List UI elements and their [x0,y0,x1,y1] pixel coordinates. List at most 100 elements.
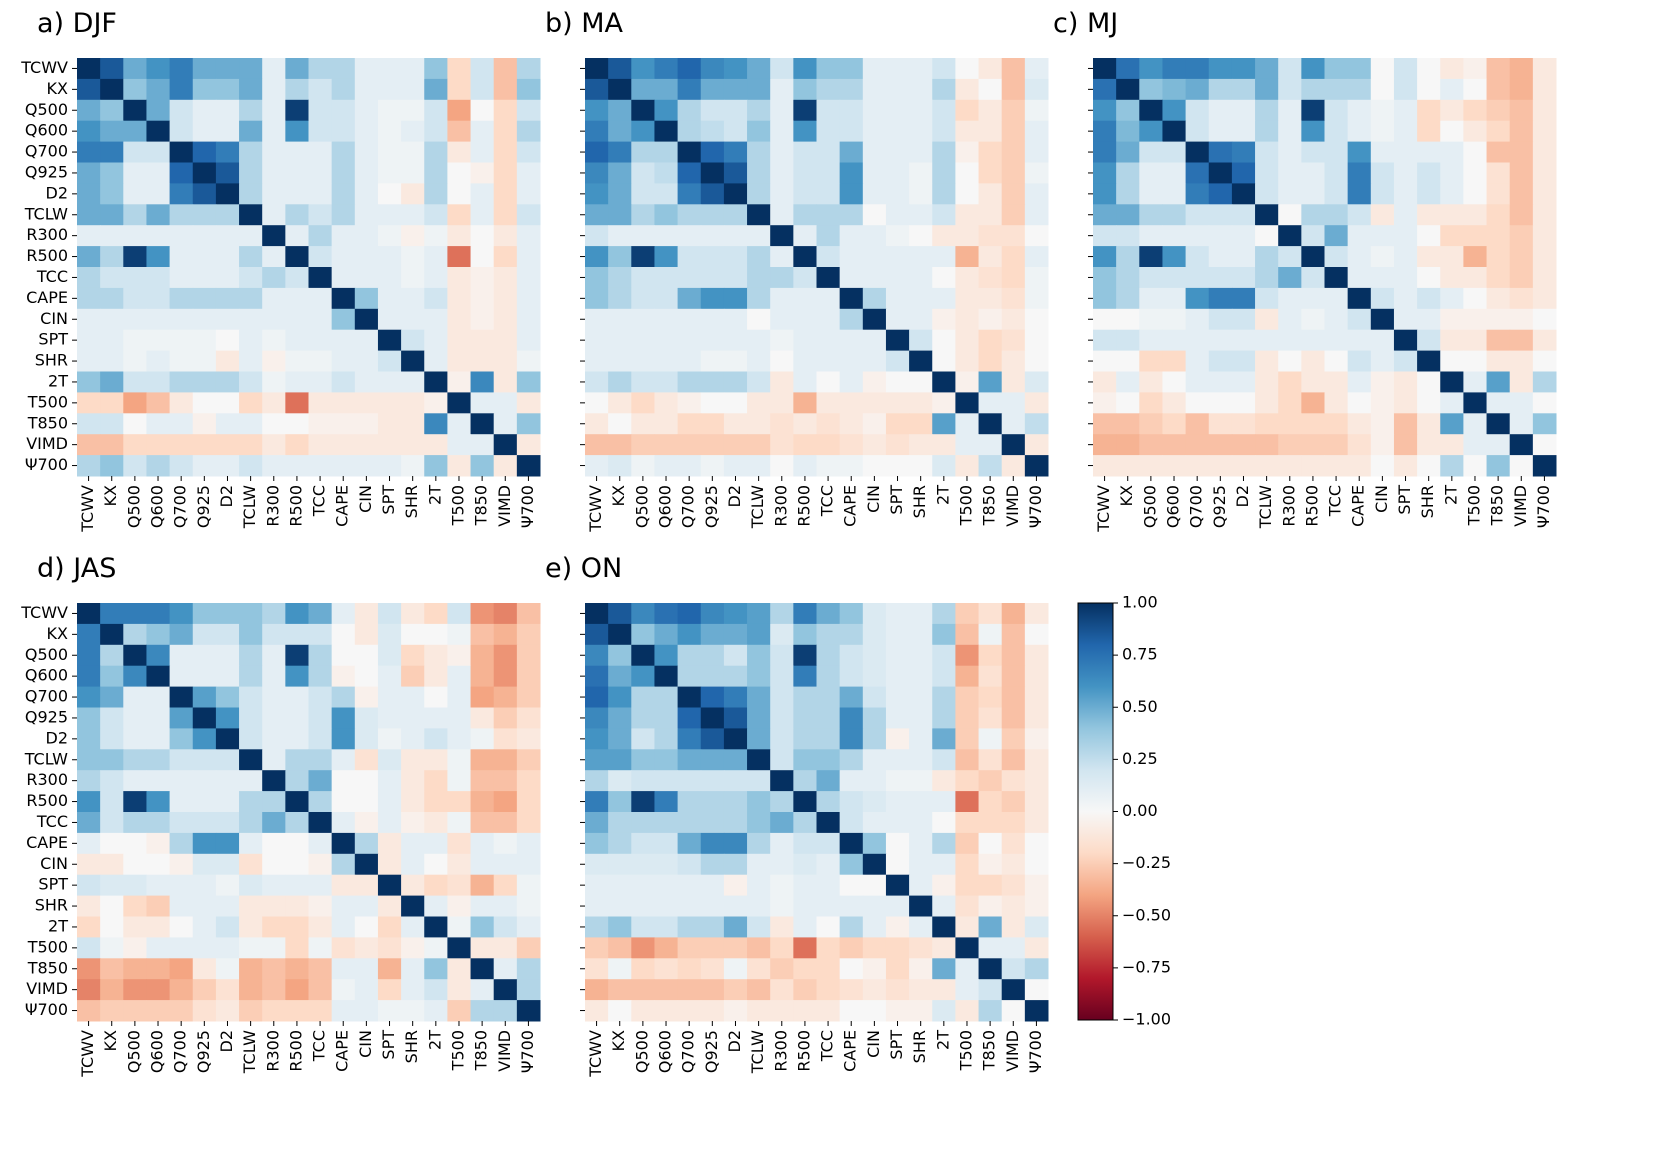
heatmap-cell [239,979,263,1001]
heatmap-cell [1185,225,1210,247]
heatmap-cell [285,603,309,625]
heatmap-cell [862,413,887,435]
heatmap-cell [146,874,171,897]
heatmap-cell [1024,707,1049,729]
heatmap-cell [1255,392,1279,414]
heatmap-cell [308,392,333,414]
heatmap-cell [1116,287,1140,310]
heatmap-cell [585,225,609,247]
heatmap-cell [1393,329,1418,352]
heatmap-cell [1463,183,1488,205]
heatmap-cell [1509,371,1534,393]
heatmap-cell [585,1000,609,1022]
heatmap-cell [1301,392,1325,414]
heatmap-cell [793,99,817,122]
heatmap-cell [1347,287,1372,310]
heatmap-cell [169,434,194,456]
heatmap-cell [447,707,472,729]
heatmap-cell [1486,120,1511,143]
heatmap-cell [816,937,841,959]
heatmap-cell [932,623,956,646]
heatmap-cell [585,644,609,667]
heatmap-cell [100,267,124,289]
heatmap-cell [978,58,1003,80]
x-tick-label: R500 [794,1030,813,1072]
heatmap-cell [723,308,748,331]
x-tick-label: VIMD [495,485,514,527]
x-tick-label: 2T [425,1030,444,1050]
heatmap-cell [1001,162,1026,184]
heatmap-cell [308,371,333,393]
heatmap-cell [401,979,425,1001]
heatmap-cell [100,979,124,1001]
heatmap-cell [169,770,194,792]
x-tick-label: CIN [864,1030,883,1058]
heatmap-cell [747,916,771,938]
heatmap-cell [1278,204,1302,226]
heatmap-cell [1255,99,1279,122]
heatmap-cell [308,916,333,938]
heatmap-cell [146,413,171,435]
heatmap-cell [1324,287,1349,310]
heatmap-cell [262,665,286,688]
heatmap-cell [192,267,217,289]
heatmap-cell [1417,204,1441,226]
heatmap-cell [839,791,864,813]
heatmap-cell [470,603,495,625]
heatmap-cell [978,603,1003,625]
heatmap-cell [1324,58,1349,80]
heatmap-cell [677,308,702,331]
heatmap-cell [239,749,263,771]
x-tick-label: CAPE [841,485,860,527]
heatmap-cell [955,308,980,331]
heatmap-cell [978,329,1003,352]
heatmap-cell [1417,308,1441,331]
heatmap-cell [77,707,101,729]
heatmap-cell [1001,141,1026,163]
heatmap-cell [262,770,286,792]
heatmap-cell [793,392,817,414]
heatmap-cell [585,371,609,393]
x-tick-label: Q500 [124,1030,143,1073]
heatmap-cell [308,287,333,310]
heatmap-cell [470,350,495,372]
heatmap-cell [123,686,147,708]
heatmap-cell [308,937,333,959]
heatmap-cell [909,392,933,414]
heatmap-cell [1208,350,1233,372]
heatmap-cell [631,728,655,750]
heatmap-cell [401,434,425,456]
heatmap-cell [1231,204,1256,226]
heatmap-cell [239,434,263,456]
heatmap-cell [793,770,817,792]
colorbar-tick-label: −0.75 [1122,957,1171,976]
heatmap-cell [723,623,748,646]
heatmap-cell [331,308,356,331]
heatmap-cell [955,791,980,813]
heatmap-cell [700,665,725,688]
heatmap-cell [331,162,356,184]
heatmap-cell [816,958,841,980]
x-tick-label: TCC [1326,485,1345,517]
heatmap-cell [839,916,864,938]
heatmap-cell [1162,267,1187,289]
heatmap-cell [978,287,1003,310]
heatmap-cell [631,350,655,372]
heatmap-cell [493,686,518,708]
heatmap-cell [1393,392,1418,414]
heatmap-cell [401,686,425,708]
heatmap-cell [285,329,309,352]
heatmap-cell [1116,371,1140,393]
heatmap-cell [816,455,841,477]
x-tick-label: Ψ700 [1026,485,1045,528]
heatmap-cell [1139,225,1163,247]
heatmap-cell [862,665,887,688]
heatmap-cell [401,99,425,122]
heatmap-cell [470,749,495,771]
heatmap-cell [1001,979,1026,1001]
y-tick-label: Q600 [25,666,68,685]
heatmap-cell [654,99,679,122]
heatmap-cell [1509,413,1534,435]
heatmap-cell [955,287,980,310]
